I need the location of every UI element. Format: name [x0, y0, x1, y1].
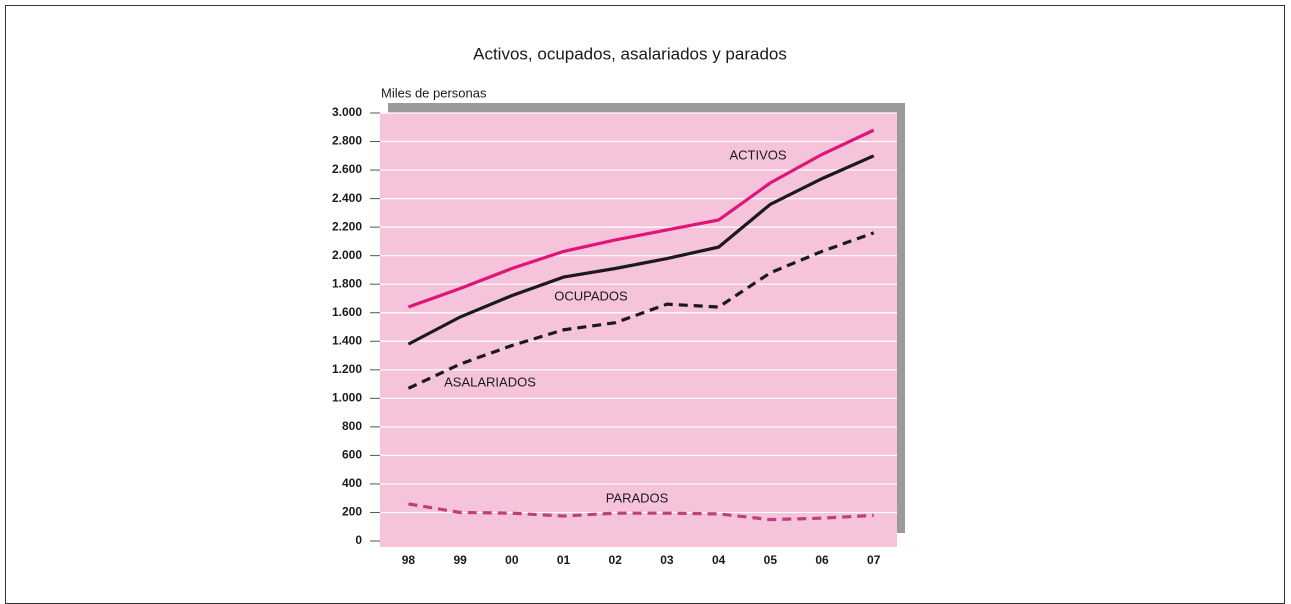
plot-area [380, 113, 897, 547]
series-line [407, 231, 875, 390]
y-tick-label: 1.600 [332, 305, 362, 319]
chart-title: Activos, ocupados, asalariados y parados [473, 44, 787, 63]
y-tick-label: 200 [342, 505, 362, 519]
y-axis-label: Miles de personas [381, 85, 487, 100]
x-tick-label: 05 [764, 553, 778, 567]
series-line [407, 154, 875, 346]
y-tick-label: 1.400 [332, 333, 362, 347]
x-tick-label: 99 [453, 553, 467, 567]
series-label: PARADOS [606, 490, 669, 505]
series-label: ASALARIADOS [444, 374, 536, 389]
x-tick-label: 06 [815, 553, 829, 567]
series-label: ACTIVOS [729, 147, 786, 162]
y-tick-label: 2.200 [332, 219, 362, 233]
x-tick-label: 00 [505, 553, 519, 567]
y-tick-label: 400 [342, 476, 362, 490]
x-tick-label: 04 [712, 553, 726, 567]
series-line [407, 128, 875, 309]
x-tick-label: 03 [660, 553, 674, 567]
y-tick-label: 0 [355, 533, 362, 547]
series-line [408, 502, 874, 522]
y-tick-label: 600 [342, 448, 362, 462]
y-tick-label: 2.600 [332, 162, 362, 176]
x-tick-label: 07 [867, 553, 881, 567]
series-label: OCUPADOS [554, 288, 628, 303]
x-tick-label: 98 [402, 553, 416, 567]
y-tick-label: 3.000 [332, 105, 362, 119]
y-tick-label: 2.400 [332, 191, 362, 205]
y-tick-label: 1.200 [332, 362, 362, 376]
y-tick-label: 800 [342, 419, 362, 433]
y-tick-label: 2.000 [332, 248, 362, 262]
y-tick-label: 1.000 [332, 391, 362, 405]
y-tick-label: 2.800 [332, 134, 362, 148]
x-tick-label: 02 [609, 553, 623, 567]
y-tick-label: 1.800 [332, 276, 362, 290]
x-tick-label: 01 [557, 553, 571, 567]
